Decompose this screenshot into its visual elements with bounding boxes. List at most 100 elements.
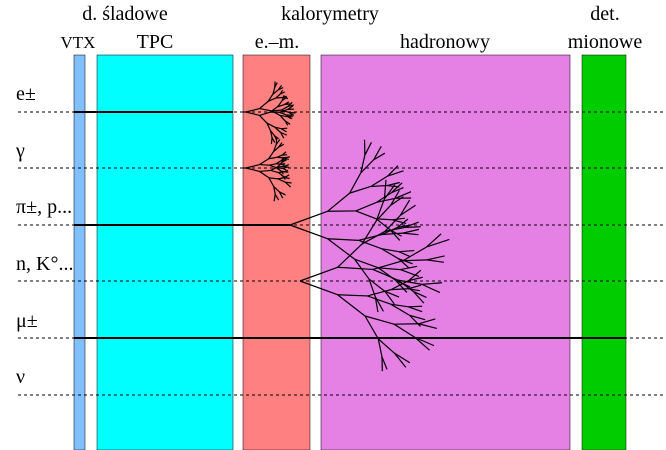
shower-branch (404, 221, 419, 228)
shower-branch (377, 338, 395, 354)
shower-branch (268, 151, 274, 160)
shower-branch (370, 184, 388, 188)
shower-branch (259, 111, 271, 117)
detector-label: VTX (61, 33, 96, 52)
shower-branch (279, 191, 286, 196)
shower-branch (372, 268, 399, 281)
shower-branch (386, 181, 400, 187)
shower-branch (377, 338, 383, 358)
shower-branch (392, 217, 405, 221)
shower-branch (355, 210, 377, 220)
shower-branch (409, 314, 421, 327)
shower-branch (367, 295, 391, 305)
shower-branch (391, 182, 403, 194)
shower-branch (408, 269, 422, 282)
header: kalorymetry (281, 3, 379, 25)
shower-branch (277, 161, 283, 168)
shower-branch (279, 109, 288, 113)
shower-branch (384, 214, 401, 232)
shower-branch (404, 226, 421, 228)
shower-branch (349, 185, 371, 194)
shower-branch (275, 93, 281, 99)
shower-branch (391, 288, 409, 291)
shower-branch (270, 166, 278, 171)
shower-branch (337, 294, 368, 297)
shower-branch (389, 229, 401, 241)
detector-label: e.–m. (255, 31, 299, 53)
shower-branch (368, 278, 386, 292)
shower-branch (245, 111, 260, 117)
shower-branch (270, 137, 273, 145)
shower-branch (274, 194, 280, 201)
vtx-layer (73, 54, 86, 450)
shower-branch (245, 163, 260, 169)
shower-branch (402, 232, 419, 236)
shower-branch (259, 100, 269, 109)
shower-branch (280, 91, 286, 95)
shower-branch (373, 152, 386, 161)
shower-branch (399, 199, 411, 216)
shower-branch (361, 220, 377, 245)
shower-branch (360, 155, 366, 173)
shower-branch (381, 248, 399, 260)
shower-branch (288, 111, 295, 116)
shower-branch (259, 170, 270, 179)
shower-branch (274, 126, 282, 133)
detector-label: TPC (137, 31, 174, 53)
shower-branch (281, 105, 289, 111)
shower-branch (376, 197, 396, 203)
particle-label: γ (15, 140, 25, 162)
shower-branch (284, 120, 289, 126)
shower-branch (327, 192, 351, 212)
shower-branch (278, 191, 284, 199)
shower-branch (364, 142, 372, 156)
particle-label: n, K°... (16, 253, 73, 275)
shower-branch (402, 259, 428, 262)
shower-branch (277, 165, 285, 168)
shower-branch (337, 243, 363, 268)
shower-branch (387, 170, 404, 177)
shower-branch (281, 109, 289, 113)
shower-branch (245, 167, 260, 173)
shower-branch (358, 239, 382, 250)
particle-label: ν (16, 366, 25, 388)
shower-branch (384, 290, 395, 305)
shower-branch (376, 218, 393, 221)
shower-branch (413, 291, 427, 298)
shower-branch (393, 323, 416, 339)
shower-branch (275, 96, 283, 99)
hadron-calorimeter (320, 54, 571, 450)
header: d. śladowe (82, 3, 168, 25)
tpc-layer (96, 54, 234, 450)
shower-branch (268, 177, 279, 180)
shower-branch (273, 146, 279, 153)
shower-branch (266, 122, 272, 132)
shower-branch (269, 130, 273, 138)
shower-branch (269, 163, 277, 166)
shower-branch (299, 280, 338, 296)
shower-branch (277, 103, 285, 108)
shower-branch (398, 251, 411, 258)
shower-branch (373, 145, 382, 161)
shower-branch (279, 111, 287, 116)
shower-branch (271, 109, 282, 112)
particle-label: μ± (16, 310, 38, 332)
shower-branch (408, 306, 423, 313)
shower-branch (375, 198, 385, 221)
shower-branch (390, 303, 410, 316)
shower-branch (337, 294, 366, 317)
shower-branch (384, 290, 400, 298)
shower-branch (421, 283, 441, 294)
shower-branch (272, 144, 277, 152)
shower-branch (289, 210, 328, 226)
shower-branch (259, 158, 270, 166)
shower-branch (391, 187, 404, 194)
shower-branch (284, 177, 290, 180)
shower-branch (426, 233, 442, 248)
shower-branch (408, 305, 423, 308)
shower-branch (278, 171, 285, 174)
shower-branch (272, 87, 276, 95)
shower-branch (337, 266, 373, 271)
shower-branch (375, 204, 392, 222)
shower-branch (426, 255, 445, 261)
